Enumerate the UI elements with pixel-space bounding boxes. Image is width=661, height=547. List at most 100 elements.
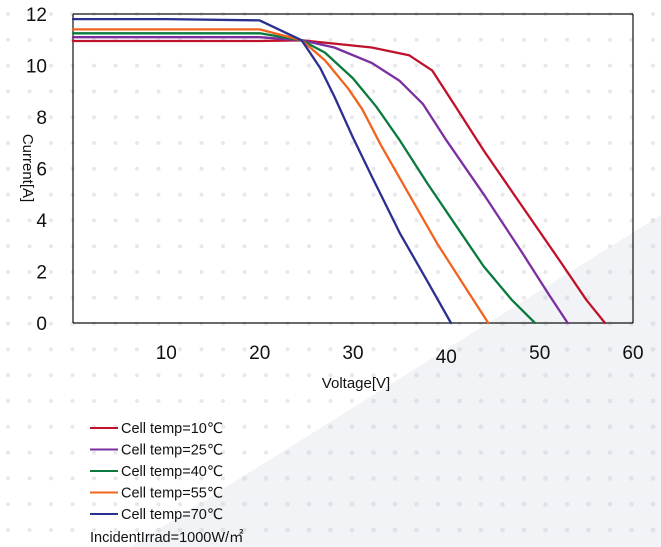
grid-dot [264,89,268,94]
grid-dot [199,244,204,249]
grid-dot [285,295,290,300]
grid-dot [543,141,548,145]
grid-dot [586,166,591,171]
grid-dot [479,115,483,120]
grid-dot [521,398,527,404]
grid-dot [478,527,484,533]
grid-dot [651,192,655,197]
grid-dot [393,270,397,274]
grid-dot [242,244,247,249]
grid-dot [436,89,440,94]
grid-dot [457,63,462,68]
y-tick-label: 4 [36,211,47,232]
grid-dot [436,347,440,352]
grid-dot [156,502,161,507]
grid-dot [543,347,548,352]
grid-dot [564,476,570,481]
grid-dot [178,476,182,481]
grid-dot [199,424,204,429]
series-line-5 [71,17,453,325]
grid-dot [242,476,247,481]
grid-dot [457,89,462,94]
grid-dot [242,192,247,197]
grid-dot [113,399,118,403]
grid-dot [264,218,268,223]
grid-dot [6,37,10,42]
grid-dot [586,269,591,275]
grid-dot [607,347,613,352]
grid-dot [349,450,355,455]
grid-dot [156,115,161,120]
grid-dot [328,141,333,145]
grid-dot [178,502,182,507]
grid-dot [6,115,10,120]
grid-dot [135,528,139,532]
grid-dot [221,270,225,274]
grid-dot [328,399,333,403]
grid-dot [307,373,311,378]
grid-dot [650,527,656,533]
grid-dot [543,115,548,120]
grid-dot [414,192,419,197]
grid-dot [156,295,161,300]
grid-dot [49,37,53,42]
grid-dot [500,398,505,404]
grid-dot [564,398,570,404]
grid-dot [199,347,204,352]
chart-axes [72,13,634,324]
grid-dot [521,424,527,430]
grid-dot [457,347,462,352]
grid-dot [113,141,118,145]
grid-dot [586,347,591,352]
grid-dot [435,424,441,430]
grid-dot [543,372,548,378]
grid-dot [543,166,548,171]
grid-dot [543,476,548,481]
grid-dot [199,295,204,300]
y-tick-label: 12 [26,5,47,26]
grid-dot [285,373,290,378]
grid-dot [479,244,483,249]
grid-dot [608,166,612,171]
grid-dot [221,89,225,94]
grid-dot [478,450,484,455]
grid-dot [607,527,613,533]
grid-dot [264,450,268,455]
grid-dot [349,424,355,430]
grid-dot [457,295,462,300]
grid-dot [371,476,376,481]
grid-dot [371,373,376,378]
grid-dot [521,501,527,507]
grid-dot [393,295,397,300]
grid-dot [586,244,591,249]
grid-dot [350,399,354,403]
grid-dot [242,270,247,274]
grid-dot [371,141,376,145]
grid-dot [285,63,290,68]
grid-dot [264,192,268,197]
grid-dot [414,270,419,274]
grid-dot [393,192,397,197]
grid-dot [113,115,118,120]
grid-dot [307,347,311,352]
grid-dot [650,424,656,430]
grid-dot [135,295,139,300]
grid-dot [178,218,182,223]
grid-dot [307,244,311,249]
grid-dot [457,372,462,378]
grid-dot [92,63,96,68]
grid-dot [156,141,161,145]
grid-dot [27,63,32,68]
grid-dot [27,141,32,145]
grid-dot [565,166,569,171]
grid-dot [199,63,204,68]
grid-dot [285,399,290,403]
grid-dot [199,270,204,274]
grid-dot [522,166,526,171]
grid-dot [521,347,527,352]
grid-dot [564,424,570,430]
grid-dot [285,244,290,249]
x-tick-label: 30 [342,343,363,364]
grid-dot [178,399,182,403]
grid-dot [328,476,333,481]
